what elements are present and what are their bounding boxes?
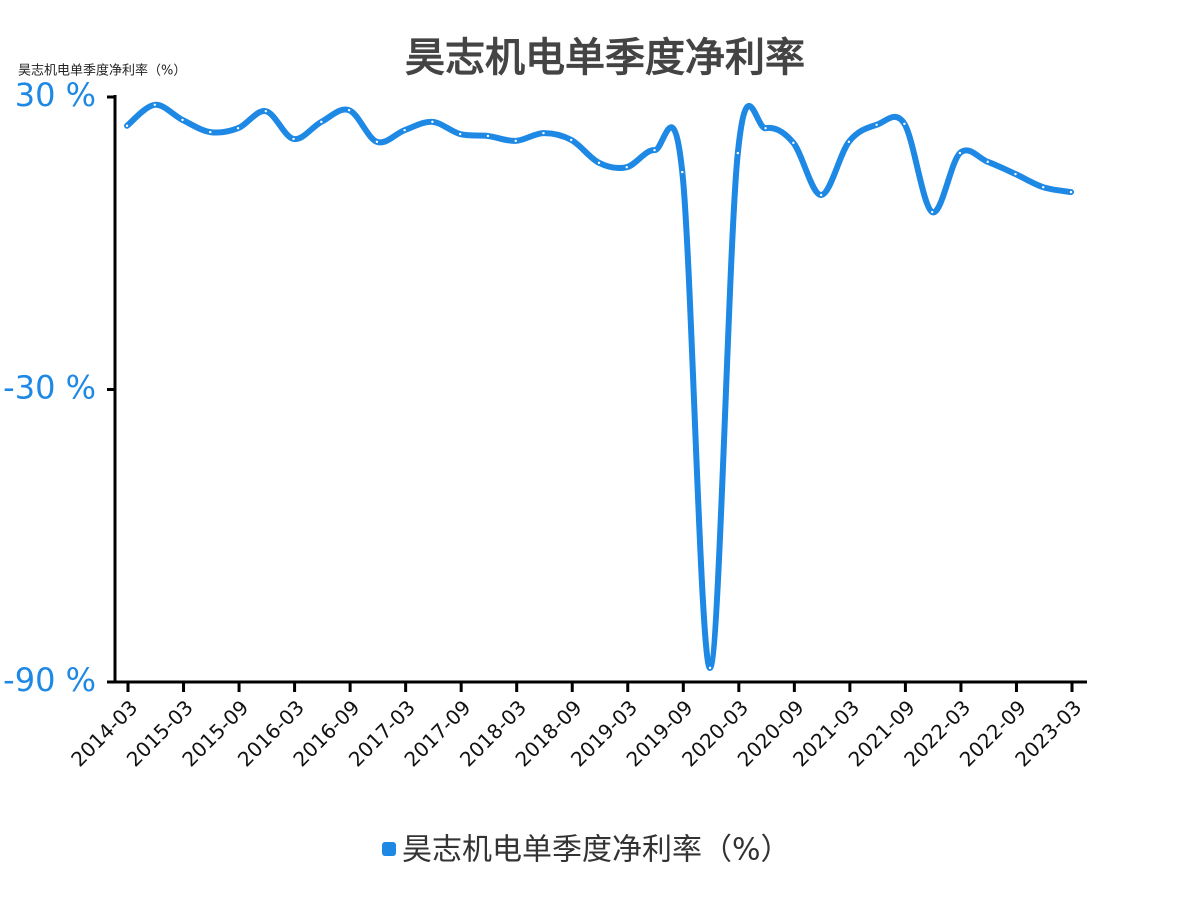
point [930, 210, 934, 214]
point [264, 109, 268, 113]
point [1042, 185, 1045, 189]
point [320, 120, 323, 124]
point [1014, 172, 1017, 176]
point [875, 123, 878, 126]
point [292, 137, 295, 141]
point [653, 148, 656, 152]
point [181, 118, 184, 122]
point [403, 128, 406, 132]
point [570, 138, 573, 142]
point [764, 127, 767, 130]
point [431, 120, 434, 124]
point [542, 131, 545, 135]
point [1069, 190, 1073, 194]
chart-title: 昊志机电单季度净利率 [405, 35, 805, 81]
y-tick-label: -90 % [3, 661, 96, 699]
point [486, 134, 490, 138]
point [736, 151, 740, 155]
point [375, 140, 379, 144]
point [125, 124, 129, 127]
legend-label: 昊志机电单季度净利率（%） [402, 833, 791, 868]
point [708, 666, 712, 670]
point [209, 130, 212, 134]
point [958, 151, 962, 155]
point [597, 161, 601, 165]
line [124, 101, 1074, 671]
y-axis-title: 昊志机电单季度净利率（%） [18, 63, 186, 79]
point [819, 193, 823, 197]
point [792, 141, 795, 145]
point [903, 122, 906, 126]
point [458, 132, 462, 136]
point [153, 103, 156, 107]
legend-swatch [382, 842, 396, 856]
y-tick-label: -30 % [3, 369, 96, 407]
point [681, 170, 684, 174]
point [986, 160, 989, 164]
point [236, 127, 240, 130]
point [347, 108, 351, 112]
point [514, 139, 517, 143]
point [625, 166, 628, 169]
point [847, 140, 851, 144]
y-tick-label: 30 % [15, 76, 96, 114]
